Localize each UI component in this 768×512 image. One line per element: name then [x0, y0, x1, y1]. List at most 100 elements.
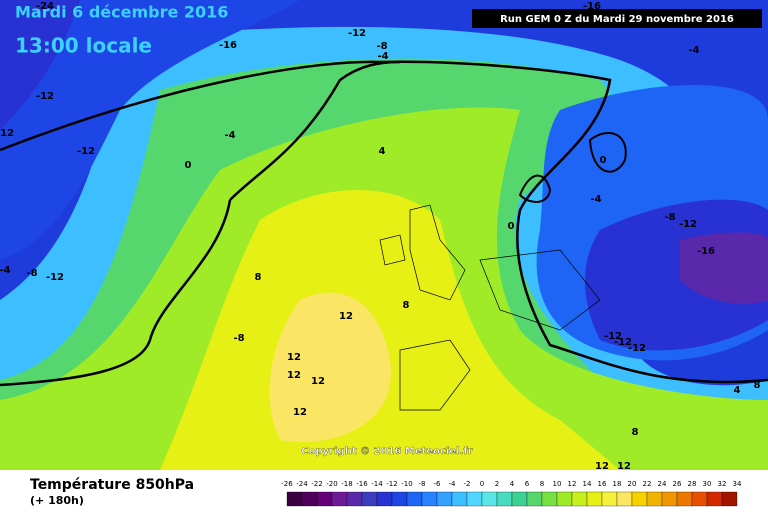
contour-label: 12: [287, 352, 301, 363]
scale-label: 14: [583, 480, 592, 488]
scale-label: -10: [401, 480, 412, 488]
contour-label: 0: [185, 160, 192, 171]
contour-label: -8: [233, 333, 244, 344]
contour-label: -12: [348, 28, 366, 39]
scale-swatch: [721, 491, 738, 507]
contour-label: 8: [754, 380, 761, 391]
scale-swatch: [376, 491, 393, 507]
contour-label: -12: [614, 337, 632, 348]
scale-swatch: [451, 491, 468, 507]
contour-label: -12: [0, 128, 14, 139]
scale-label: -24: [296, 480, 308, 488]
scale-label: 28: [688, 480, 697, 488]
scale-label: 2: [495, 480, 499, 488]
scale-label: -6: [434, 480, 442, 488]
contour-label: -8: [26, 268, 37, 279]
run-box: [472, 9, 762, 28]
scale-label: 0: [480, 480, 484, 488]
scale-swatch: [526, 491, 543, 507]
scale-label: -8: [419, 480, 426, 488]
scale-swatch: [691, 491, 708, 507]
contour-label: 0: [600, 155, 607, 166]
scale-swatch: [631, 491, 648, 507]
scale-label: -16: [356, 480, 368, 488]
contour-label: -12: [46, 272, 64, 283]
scale-swatch: [481, 491, 498, 507]
scale-swatch: [316, 491, 333, 507]
scale-swatch: [646, 491, 663, 507]
scale-label: -20: [326, 480, 337, 488]
contour-label: -4: [377, 51, 388, 62]
contour-label: -4: [590, 194, 601, 205]
scale-label: -12: [386, 480, 397, 488]
scale-label: 12: [568, 480, 577, 488]
scale-swatch: [421, 491, 438, 507]
contour-label: 0: [508, 221, 515, 232]
scale-swatch: [661, 491, 678, 507]
contour-label: -16: [219, 40, 237, 51]
scale-swatch: [541, 491, 558, 507]
scale-label: 20: [628, 480, 637, 488]
scale-swatch: [346, 491, 363, 507]
date: Mardi 6 décembre 2016: [15, 3, 228, 22]
scale-label: 18: [613, 480, 622, 488]
contour-label: -24: [36, 1, 54, 12]
contour-label: 4: [734, 385, 741, 396]
scale-swatch: [466, 491, 483, 507]
contour-label: -12: [36, 91, 54, 102]
scale-swatch: [556, 491, 573, 507]
contour-label: -8: [664, 212, 675, 223]
copyright: Copyright © 2016 Meteociel.fr: [301, 446, 472, 457]
contour-labels: -24-16-16-12-8-4-4-12-12-12-4040-4-8-12-…: [0, 1, 761, 472]
lead-time: (+ 180h): [30, 494, 84, 507]
scale-label: 10: [553, 480, 562, 488]
contour-label: 12: [595, 461, 609, 472]
contour-label: 12: [311, 376, 325, 387]
time: 13:00 locale: [15, 34, 152, 58]
scale-swatch: [301, 491, 318, 507]
scale-label: 26: [673, 480, 682, 488]
contour-label: 8: [255, 272, 262, 283]
scale-swatch: [436, 491, 453, 507]
scale-label: 4: [510, 480, 515, 488]
scale-swatch: [406, 491, 423, 507]
scale-swatch: [511, 491, 528, 507]
contour-label: -12: [628, 343, 646, 354]
scale-label: 16: [598, 480, 607, 488]
contour-label: -12: [679, 219, 697, 230]
scale-label: -4: [449, 480, 457, 488]
contour-label: -8: [376, 41, 387, 52]
contour-label: 12: [287, 370, 301, 381]
contour-label: 12: [617, 461, 631, 472]
contour-label: 12: [293, 407, 307, 418]
scale-label: 32: [718, 480, 727, 488]
scale-swatch: [496, 491, 513, 507]
scale-label: 22: [643, 480, 652, 488]
scale-label: -22: [311, 480, 322, 488]
run-info: Run GEM 0 Z du Mardi 29 novembre 2016: [500, 14, 734, 25]
temperature-field: [0, 0, 768, 470]
contour-label: -12: [77, 146, 95, 157]
contour-label: 8: [632, 427, 639, 438]
scale-swatch: [706, 491, 723, 507]
scale-swatch: [616, 491, 633, 507]
scale-label: -18: [341, 480, 352, 488]
contour-label: -4: [0, 265, 11, 276]
contour-label: 4: [379, 146, 386, 157]
scale-label: -2: [464, 480, 471, 488]
scale-swatch: [676, 491, 693, 507]
scale-swatch: [361, 491, 378, 507]
contour-label: -12: [604, 331, 622, 342]
scale-label: 8: [540, 480, 544, 488]
footer-title: Température 850hPa: [30, 477, 194, 493]
contour-label: -16: [697, 246, 715, 257]
contour-label: 12: [339, 311, 353, 322]
contour-label: -16: [583, 1, 601, 12]
scale-label: -26: [281, 480, 293, 488]
contour-label: -4: [224, 130, 235, 141]
scale-swatch: [391, 491, 408, 507]
color-scale: -26 -24 -22 -20 -18 -16 -14 -12 -10 -8 -6 -4 -2 0 2 4 6 8…: [281, 480, 742, 507]
scale-swatch: [331, 491, 348, 507]
scale-swatch: [571, 491, 588, 507]
